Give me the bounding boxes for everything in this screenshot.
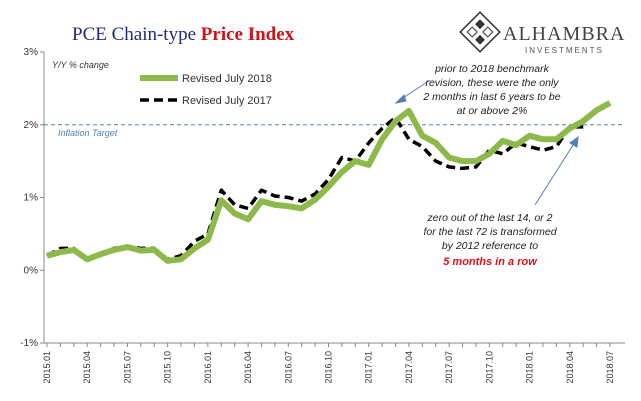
y-tick-label: 2%	[24, 120, 39, 131]
x-tick-label: 2017.04	[404, 351, 414, 384]
x-tick-label: 2016.04	[243, 351, 253, 384]
y-tick-label: 3%	[24, 47, 39, 58]
x-tick-label: 2016.01	[203, 351, 213, 384]
logo-icon	[459, 11, 501, 53]
annotation-line: prior to 2018 benchmark	[434, 63, 550, 75]
x-tick-label: 2016.07	[283, 351, 293, 384]
arrow	[534, 141, 576, 206]
target-label: Inflation Target	[58, 128, 118, 138]
y-tick-label: 1%	[24, 193, 39, 204]
logo: ALHAMBRA INVESTMENTS	[459, 11, 625, 55]
chart-title: PCE Chain-type Price Index	[72, 24, 295, 45]
x-tick-label: 2018.01	[525, 351, 535, 384]
logo-name: ALHAMBRA	[503, 23, 625, 45]
x-tick-label: 2018.07	[605, 351, 615, 384]
annotation: zero out of the last 14, or 2 for the las…	[423, 212, 557, 268]
arrow-head	[569, 135, 579, 148]
x-tick-label: 2015.04	[82, 351, 92, 384]
title-main: PCE Chain-type	[72, 24, 201, 45]
x-tick-label: 2015.01	[42, 351, 52, 384]
annotation-highlight: 5 months in a row	[443, 256, 538, 268]
annotation-line: revision, these were the only	[425, 77, 559, 89]
logo-tagline: INVESTMENTS	[525, 46, 604, 55]
annotation-line: 2 months in last 6 years to be	[422, 91, 560, 103]
annotation-line: zero out of the last 14, or 2	[427, 212, 553, 224]
legend-label: Revised July 2018	[182, 73, 272, 85]
title-highlight: Price Index	[201, 24, 295, 45]
annotation-line: for the last 72 is transformed	[423, 226, 557, 238]
x-tick-label: 2017.10	[484, 351, 494, 384]
arrow-head	[394, 94, 407, 104]
x-tick-label: 2018.04	[565, 351, 575, 384]
subtitle: Y/Y % change	[52, 60, 109, 70]
arrows	[394, 79, 579, 206]
x-tick-label: 2015.07	[122, 351, 132, 384]
annotation-line: at or above 2%	[457, 105, 528, 117]
x-tick-label: 2017.01	[364, 351, 374, 384]
y-tick-label: -1%	[20, 338, 38, 349]
annotation-line: by 2012 reference to	[442, 240, 538, 252]
annotation: prior to 2018 benchmark revision, these w…	[422, 63, 560, 117]
series-line	[46, 100, 612, 264]
x-tick-label: 2017.07	[444, 351, 454, 384]
x-tick-label: 2016.10	[324, 351, 334, 384]
y-tick-label: 0%	[24, 265, 39, 276]
x-tick-label: 2015.10	[163, 351, 173, 384]
legend-label: Revised July 2017	[182, 95, 272, 107]
